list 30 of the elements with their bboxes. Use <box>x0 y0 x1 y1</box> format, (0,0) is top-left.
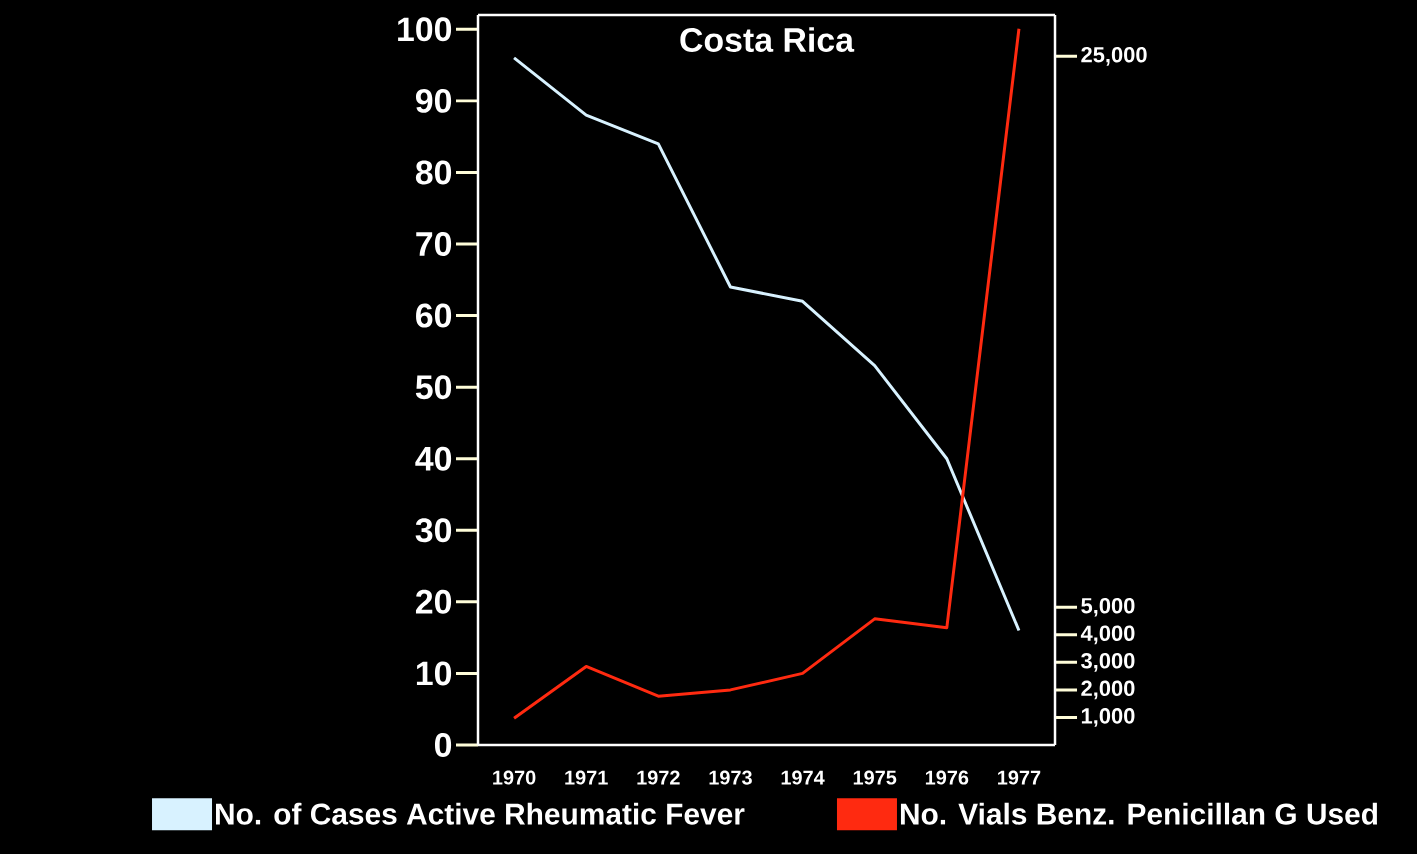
x-tick-label: 1974 <box>781 770 825 785</box>
y-tick-label: 50 <box>415 375 452 400</box>
legend-label: No. Vials Benz. Penicillan G Used <box>900 802 1378 825</box>
x-tick-label: 1973 <box>709 770 752 785</box>
line-series <box>512 56 1021 632</box>
x-tick-label: 1970 <box>493 770 536 785</box>
x-tick-label: 1972 <box>637 770 680 785</box>
y-tick-label: 100 <box>398 17 452 42</box>
y-tick-label: 0 <box>434 733 452 757</box>
y2-tick-label: 3,000 <box>1081 653 1135 672</box>
y-tick-label: 70 <box>416 232 452 256</box>
y-tick-label: 80 <box>415 160 452 185</box>
y2-tick-label: 2,000 <box>1081 680 1135 700</box>
line-series <box>512 27 1021 720</box>
x-tick-label: 1975 <box>853 770 897 785</box>
y-tick-label: 60 <box>416 303 452 328</box>
x-tick-label: 1977 <box>998 770 1041 785</box>
legend-label: No. of Cases Active Rheumatic Fever <box>216 802 745 825</box>
y-tick-label: 40 <box>415 446 452 471</box>
y2-tick-label: 25,000 <box>1081 46 1147 66</box>
y-tick-label: 10 <box>416 661 452 686</box>
y-tick-label: 90 <box>415 88 452 113</box>
y2-tick-label: 1,000 <box>1081 708 1135 727</box>
y2-tick-label: 5,000 <box>1081 597 1135 617</box>
y2-tick-label: 4,000 <box>1080 625 1135 645</box>
y-tick-label: 30 <box>415 518 452 543</box>
chart-title: Costa Rica <box>680 27 855 53</box>
x-tick-label: 1971 <box>565 770 608 785</box>
x-tick-label: 1976 <box>925 770 969 785</box>
y-tick-label: 20 <box>415 589 452 614</box>
